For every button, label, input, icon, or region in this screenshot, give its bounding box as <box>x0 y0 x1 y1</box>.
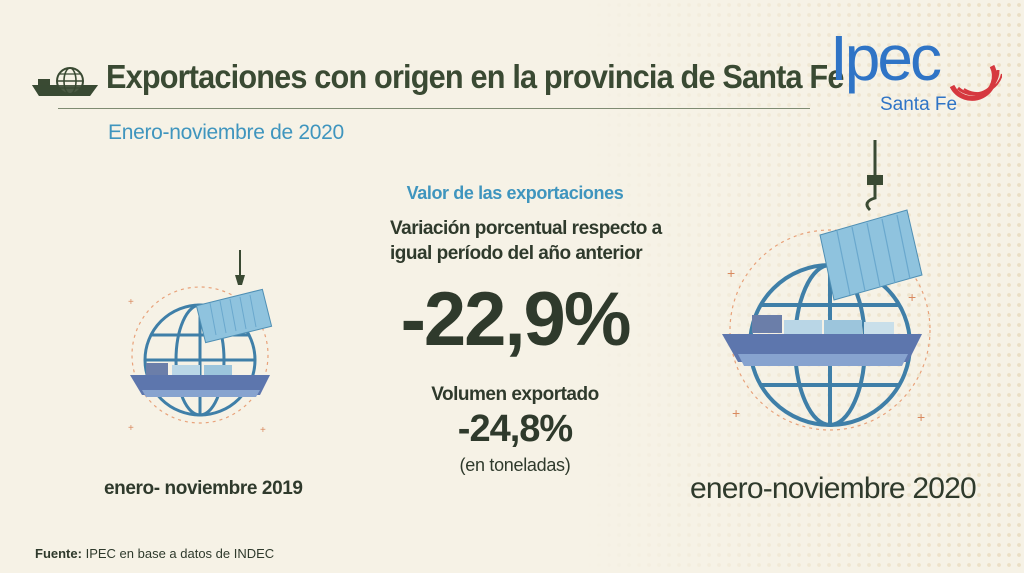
svg-text:+: + <box>128 297 134 308</box>
svg-text:Ipec: Ipec <box>830 22 941 94</box>
svg-text:+: + <box>260 425 266 436</box>
svg-text:+: + <box>128 423 134 434</box>
page-subtitle: Enero-noviembre de 2020 <box>108 121 344 144</box>
value-change: -22,9% <box>400 277 632 362</box>
volume-change: -24,8% <box>457 408 573 450</box>
ship-globe-icon <box>32 67 98 96</box>
container-ship-globe-illustration: + + + <box>128 250 273 436</box>
ipec-logo: Ipec <box>830 22 1002 101</box>
period-current: enero-noviembre 2020 <box>690 472 977 505</box>
svg-text:+: + <box>732 405 740 421</box>
title-divider <box>58 108 810 109</box>
svg-text:+: + <box>908 289 916 305</box>
variation-line-2: igual período del año anterior <box>390 243 643 264</box>
dotted-background <box>504 0 1024 573</box>
svg-text:+: + <box>917 409 925 425</box>
period-previous: enero- noviembre 2019 <box>104 478 303 499</box>
variation-line-1: Variación porcentual respecto a <box>390 218 662 239</box>
logo-region: Santa Fe <box>880 94 958 115</box>
source-label: Fuente: <box>35 546 82 561</box>
source-text: IPEC en base a datos de INDEC <box>85 546 275 561</box>
section-label: Valor de las exportaciones <box>406 183 624 203</box>
volume-label: Volumen exportado <box>431 384 599 405</box>
container-ship-globe-illustration: + + + + <box>722 140 931 431</box>
source-footer: Fuente: IPEC en base a datos de INDEC <box>35 546 274 561</box>
volume-unit: (en toneladas) <box>459 455 571 475</box>
svg-text:+: + <box>727 265 735 281</box>
page-title: Exportaciones con origen en la provincia… <box>106 58 844 95</box>
